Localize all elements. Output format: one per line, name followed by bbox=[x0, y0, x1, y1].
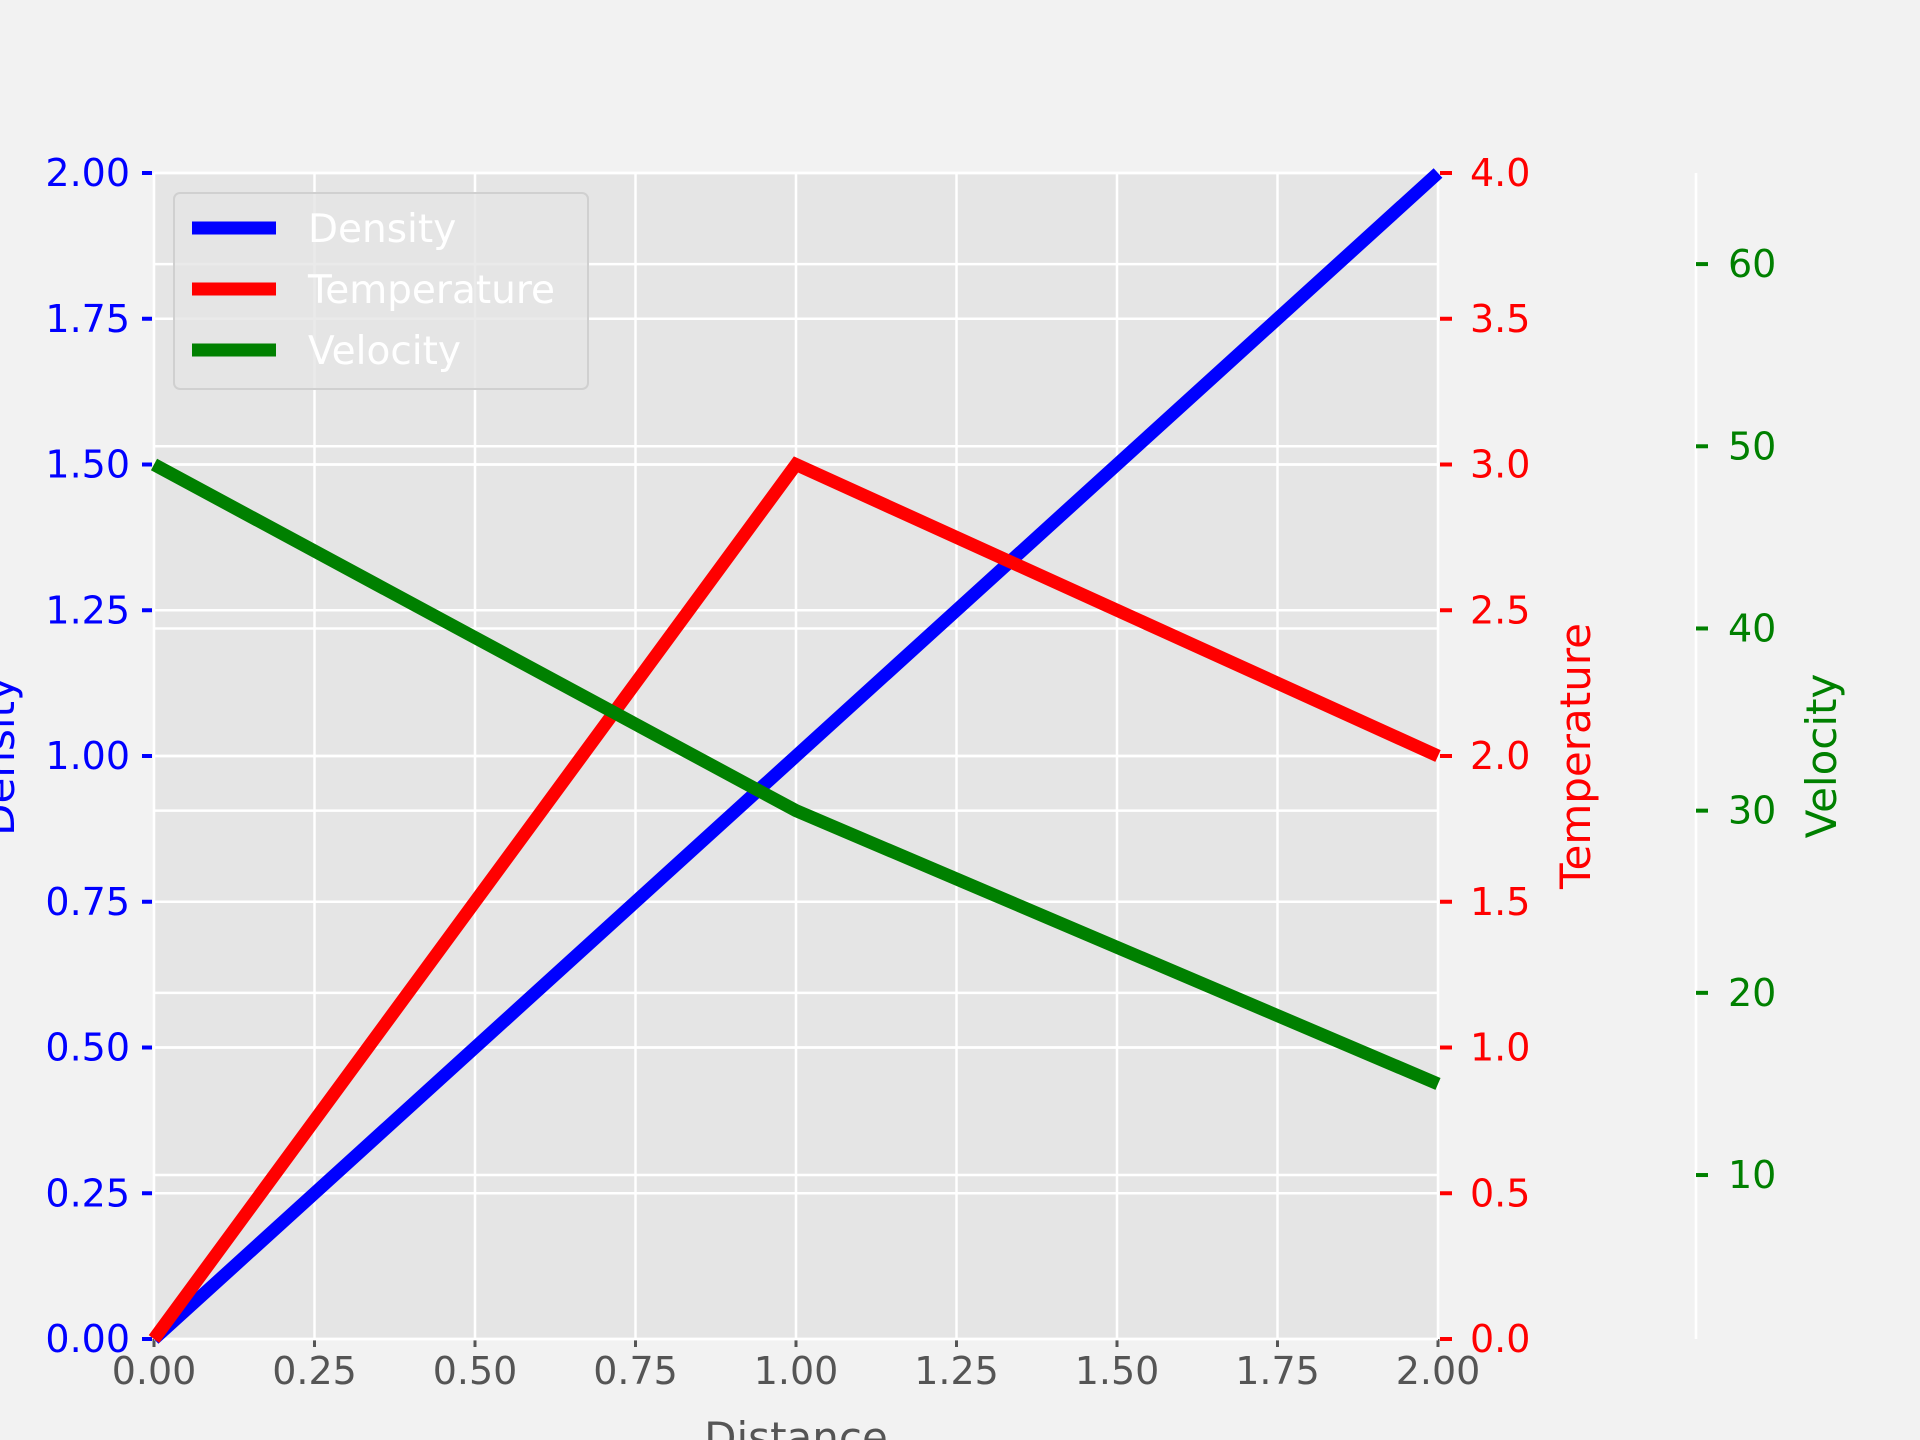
temperature-tick-label: 2.0 bbox=[1470, 734, 1530, 778]
x-tick-label: 1.00 bbox=[754, 1349, 839, 1393]
velocity-tick-label: 50 bbox=[1728, 424, 1776, 468]
series-line-temperature bbox=[148, 456, 1441, 1343]
velocity-tick-label: 60 bbox=[1728, 242, 1776, 286]
x-tick-label: 1.50 bbox=[1075, 1349, 1160, 1393]
velocity-tick-label: 30 bbox=[1728, 789, 1776, 833]
density-axis-label: Density bbox=[0, 676, 24, 836]
x-tick-label: 0.00 bbox=[112, 1349, 197, 1393]
temperature-tick-label: 0.0 bbox=[1470, 1317, 1530, 1361]
density-tick-label: 0.25 bbox=[45, 1171, 130, 1215]
x-tick-label: 0.25 bbox=[272, 1349, 357, 1393]
temperature-tick-label: 0.5 bbox=[1470, 1171, 1530, 1215]
x-tick-label: 1.25 bbox=[914, 1349, 999, 1393]
legend-box bbox=[173, 192, 589, 390]
density-tick-label: 0.50 bbox=[45, 1026, 130, 1070]
velocity-tick-label: 40 bbox=[1728, 606, 1776, 650]
x-tick-label: 2.00 bbox=[1396, 1349, 1481, 1393]
series-line-density bbox=[149, 168, 1443, 1344]
x-axis-label: Distance bbox=[704, 1413, 888, 1440]
temperature-tick-label: 1.0 bbox=[1470, 1026, 1530, 1070]
velocity-tick-label: 20 bbox=[1728, 971, 1776, 1015]
velocity-axis-label: Velocity bbox=[1797, 674, 1846, 839]
density-tick-label: 1.50 bbox=[45, 443, 130, 487]
density-tick-label: 1.25 bbox=[45, 588, 130, 632]
density-tick-label: 0.75 bbox=[45, 880, 130, 924]
temperature-tick-label: 4.0 bbox=[1470, 151, 1530, 195]
x-tick-label: 0.50 bbox=[433, 1349, 518, 1393]
temperature-tick-label: 1.5 bbox=[1470, 880, 1530, 924]
velocity-tick-label: 10 bbox=[1728, 1153, 1776, 1197]
x-tick-label: 0.75 bbox=[593, 1349, 678, 1393]
temperature-tick-label: 2.5 bbox=[1470, 588, 1530, 632]
density-tick-label: 0.00 bbox=[45, 1317, 130, 1361]
series-line-velocity bbox=[150, 458, 1441, 1090]
legend-label-temperature: Temperature bbox=[307, 268, 555, 313]
density-tick-label: 2.00 bbox=[45, 151, 130, 195]
legend-label-velocity: Velocity bbox=[308, 329, 461, 374]
x-tick-label: 1.75 bbox=[1235, 1349, 1320, 1393]
temperature-axis-label: Temperature bbox=[1551, 623, 1600, 890]
density-tick-label: 1.75 bbox=[45, 297, 130, 341]
density-tick-label: 1.00 bbox=[45, 734, 130, 778]
legend-label-density: Density bbox=[308, 207, 456, 252]
temperature-tick-label: 3.0 bbox=[1470, 443, 1530, 487]
temperature-tick-label: 3.5 bbox=[1470, 297, 1530, 341]
